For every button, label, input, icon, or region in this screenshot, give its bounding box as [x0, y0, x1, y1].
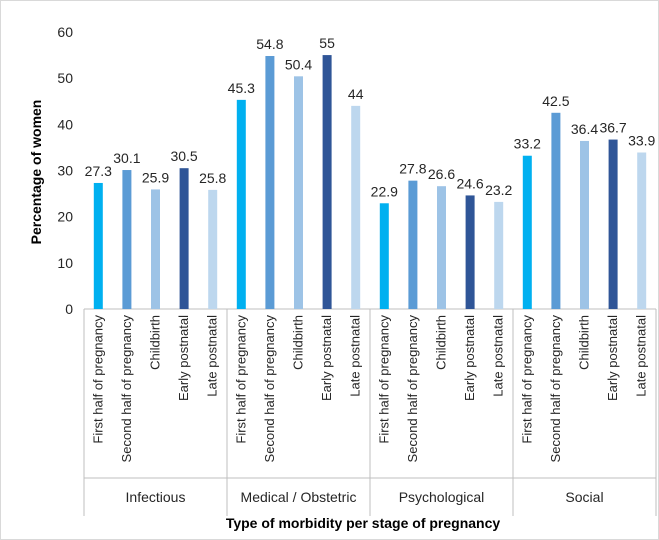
y-tick-label: 0 — [65, 301, 73, 317]
y-tick-label: 50 — [57, 70, 73, 86]
category-tick-label: Early postnatal — [605, 315, 620, 401]
data-label: 50.4 — [285, 56, 312, 72]
data-label: 45.3 — [228, 80, 255, 96]
bar — [580, 140, 589, 309]
category-tick-label: Late postnatal — [491, 315, 506, 397]
category-tick-label: Childbirth — [148, 315, 163, 370]
bar — [608, 139, 618, 309]
data-label: 23.2 — [485, 182, 512, 198]
bars — [93, 55, 647, 310]
bar — [208, 189, 218, 309]
y-tick-label: 60 — [57, 24, 73, 40]
y-tick-label: 40 — [57, 116, 73, 132]
data-label: 24.6 — [456, 175, 483, 191]
category-tick-label: Late postnatal — [348, 315, 363, 397]
y-tick-label: 20 — [57, 209, 73, 225]
category-tick-label: Second half of pregnancy — [405, 315, 420, 463]
data-label: 26.6 — [428, 166, 455, 182]
axes — [83, 308, 657, 516]
data-labels: 27.330.125.930.525.8 45.3 54.850.4 55 44 22.9… — [85, 35, 656, 199]
data-label: 36.7 — [599, 120, 626, 136]
group-labels: Infectious Medical / Obstetric Psychologic… — [126, 489, 604, 505]
bar — [179, 168, 189, 309]
y-axis-title: Percentage of women — [28, 100, 44, 245]
category-tick-label: Late postnatal — [205, 315, 220, 397]
data-label: 30.5 — [170, 148, 197, 164]
data-label: 25.8 — [199, 170, 226, 186]
category-tick-label: First half of pregnancy — [376, 315, 391, 444]
bar — [379, 203, 389, 309]
bar — [522, 155, 532, 309]
data-label: 30.1 — [113, 150, 140, 166]
category-tick-label: Early postnatal — [176, 315, 191, 401]
data-label: 33.9 — [628, 132, 655, 148]
data-label: 42.5 — [542, 93, 569, 109]
category-tick-label: Childbirth — [577, 315, 592, 370]
data-label: 44 — [348, 86, 364, 102]
x-axis-title: Type of morbidity per stage of pregnancy — [226, 515, 501, 531]
bar — [494, 201, 504, 309]
category-tick-label: First half of pregnancy — [233, 315, 248, 444]
category-tick-label: Childbirth — [291, 315, 306, 370]
bar — [151, 189, 160, 309]
data-label: 33.2 — [514, 136, 541, 152]
data-label: 25.9 — [142, 169, 169, 185]
y-axis-ticks: 0 10 20 30 40 50 60 — [57, 24, 73, 317]
data-label: 27.3 — [85, 163, 112, 179]
data-label: 55 — [319, 35, 335, 51]
bar — [122, 170, 132, 309]
category-tick-label: First half of pregnancy — [519, 315, 534, 444]
data-label: 36.4 — [571, 121, 598, 137]
y-tick-label: 10 — [57, 255, 73, 271]
bar — [294, 76, 303, 309]
category-tick-label: Second half of pregnancy — [262, 315, 277, 463]
bar — [437, 186, 446, 309]
group-label: Medical / Obstetric — [241, 489, 357, 505]
bar — [551, 112, 561, 310]
category-tick-label: Early postnatal — [319, 315, 334, 401]
category-tick-label: First half of pregnancy — [90, 315, 105, 444]
y-tick-label: 30 — [57, 163, 73, 179]
data-label: 54.8 — [256, 36, 283, 52]
bar — [408, 180, 418, 309]
group-label: Social — [565, 489, 603, 505]
category-tick-label: Childbirth — [434, 315, 449, 370]
category-tick-label: Early postnatal — [462, 315, 477, 401]
category-labels: First half of pregnancy Second half of pr… — [90, 315, 648, 463]
bar — [265, 56, 275, 309]
bar — [637, 152, 647, 309]
group-label: Psychological — [399, 489, 485, 505]
group-label: Infectious — [126, 489, 186, 505]
category-tick-label: Second half of pregnancy — [548, 315, 563, 463]
bar — [236, 99, 246, 310]
category-tick-label: Late postnatal — [634, 315, 649, 397]
bar — [322, 55, 332, 310]
data-label: 27.8 — [399, 161, 426, 177]
category-tick-label: Second half of pregnancy — [119, 315, 134, 463]
bar — [465, 195, 475, 309]
bar — [93, 182, 103, 309]
data-label: 22.9 — [371, 183, 398, 199]
bar — [351, 105, 361, 309]
